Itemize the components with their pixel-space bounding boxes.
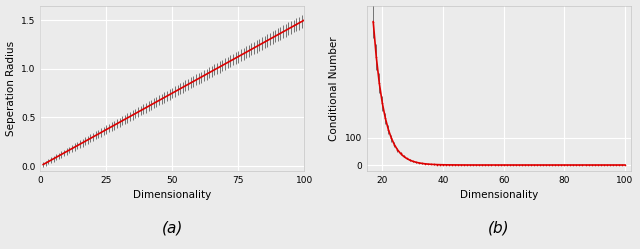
Text: (a): (a): [161, 221, 183, 236]
Y-axis label: Conditional Number: Conditional Number: [330, 36, 339, 140]
Y-axis label: Seperation Radius: Seperation Radius: [6, 41, 15, 136]
Text: (b): (b): [488, 221, 510, 236]
X-axis label: Dimensionality: Dimensionality: [133, 190, 211, 200]
X-axis label: Dimensionality: Dimensionality: [460, 190, 538, 200]
